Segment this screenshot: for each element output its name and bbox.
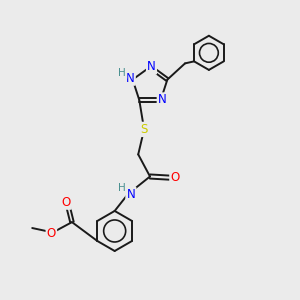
Text: N: N bbox=[127, 188, 135, 201]
Text: O: O bbox=[170, 172, 180, 184]
Text: N: N bbox=[147, 61, 156, 74]
Text: H: H bbox=[118, 183, 125, 193]
Text: O: O bbox=[61, 196, 71, 208]
Text: N: N bbox=[126, 72, 135, 85]
Text: O: O bbox=[47, 227, 56, 240]
Text: N: N bbox=[158, 94, 167, 106]
Text: H: H bbox=[118, 68, 126, 78]
Text: S: S bbox=[140, 123, 148, 136]
